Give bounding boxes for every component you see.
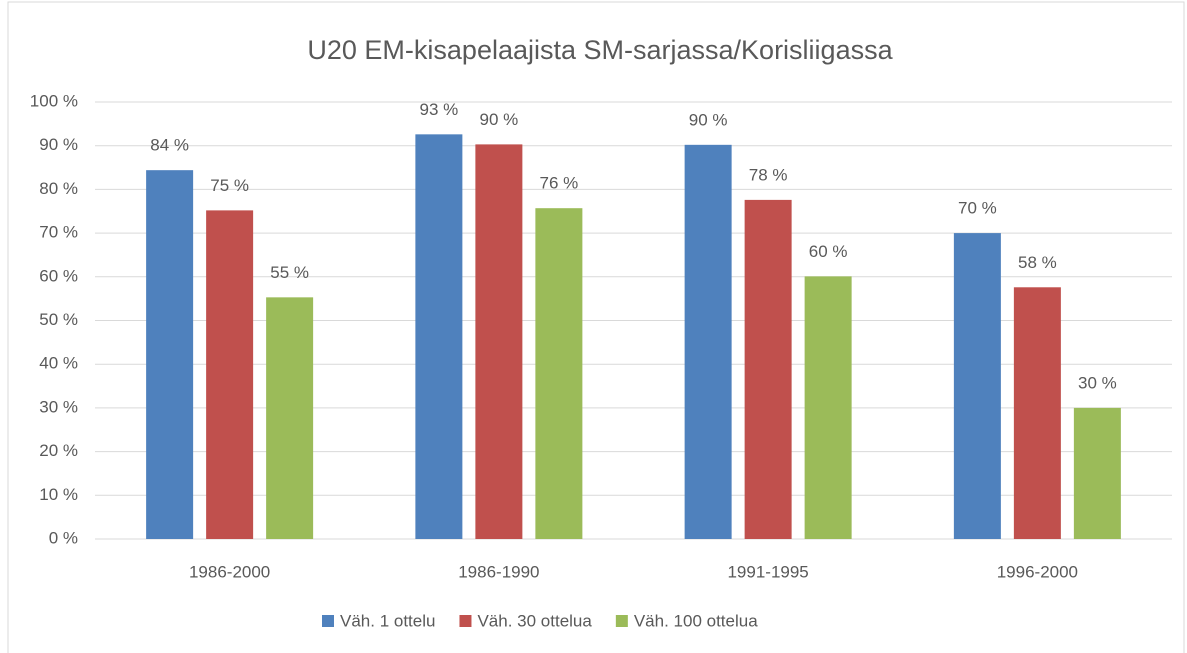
bar — [804, 276, 852, 539]
y-tick-label: 50 % — [39, 310, 78, 329]
y-tick-label: 80 % — [39, 179, 78, 198]
legend-swatch — [322, 615, 334, 627]
y-tick-label: 40 % — [39, 354, 78, 373]
y-tick-label: 10 % — [39, 485, 78, 504]
data-label: 90 % — [480, 110, 519, 129]
bar — [206, 210, 254, 539]
y-tick-label: 90 % — [39, 135, 78, 154]
y-tick-label: 60 % — [39, 266, 78, 285]
legend-swatch — [459, 615, 472, 627]
legend-swatch — [615, 615, 628, 627]
bar — [266, 297, 314, 539]
bar — [146, 170, 194, 539]
data-label: 90 % — [689, 110, 728, 129]
legend-label: Väh. 1 ottelu — [340, 611, 435, 630]
bar — [1013, 287, 1061, 539]
y-tick-label: 100 % — [30, 91, 78, 110]
x-tick-label: 1986-2000 — [189, 562, 270, 581]
legend-label: Väh. 30 ottelua — [477, 611, 592, 630]
y-tick-label: 0 % — [49, 528, 78, 547]
data-label: 60 % — [809, 242, 848, 261]
data-label: 78 % — [749, 165, 788, 184]
data-label: 75 % — [210, 176, 249, 195]
y-tick-label: 20 % — [39, 441, 78, 460]
bar — [535, 208, 583, 540]
bar — [475, 144, 523, 539]
data-label: 30 % — [1078, 373, 1117, 392]
data-label: 84 % — [150, 136, 189, 155]
chart-title: U20 EM-kisapelaajista SM-sarjassa/Korisl… — [307, 35, 893, 65]
x-tick-label: 1991-1995 — [727, 562, 808, 581]
x-tick-label: 1986-1990 — [458, 562, 539, 581]
bar — [684, 144, 732, 540]
bar — [744, 199, 792, 539]
data-label: 55 % — [270, 263, 309, 282]
data-label: 58 % — [1018, 253, 1057, 272]
legend-label: Väh. 100 ottelua — [634, 611, 758, 630]
data-label: 93 % — [420, 100, 459, 119]
y-tick-label: 30 % — [39, 397, 78, 416]
y-tick-label: 70 % — [39, 223, 78, 242]
x-tick-label: 1996-2000 — [997, 562, 1078, 581]
bar — [953, 233, 1001, 539]
data-label: 70 % — [958, 199, 997, 218]
bar — [1073, 407, 1121, 539]
bar — [415, 134, 463, 539]
data-label: 76 % — [540, 174, 579, 193]
